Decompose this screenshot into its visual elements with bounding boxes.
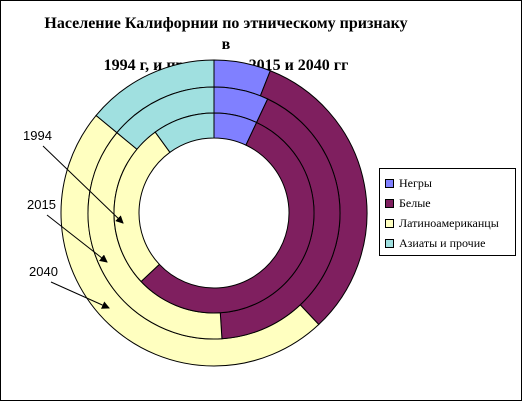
- legend-swatch: [385, 198, 394, 208]
- legend-item: Негры: [385, 173, 515, 193]
- legend-item: Азиаты и прочие: [385, 233, 515, 253]
- chart-title-line-1: Население Калифорнии по этническому приз…: [44, 15, 408, 53]
- legend-item: Латиноамериканцы: [385, 213, 515, 233]
- ring-label-arrow-2040: [50, 281, 110, 309]
- legend: Негры Белые Латиноамериканцы Азиаты и прочи…: [379, 168, 516, 256]
- legend-swatch: [385, 238, 394, 248]
- ring-label-2015: 2015: [27, 197, 56, 212]
- ring-label-2040: 2040: [29, 264, 58, 279]
- legend-swatch: [385, 218, 394, 228]
- legend-label: Азиаты и прочие: [399, 235, 486, 250]
- donut-slice-1994-4: [154, 112, 215, 154]
- donut-slice-1994-2: [140, 121, 315, 314]
- ring-label-arrow-1994: [42, 145, 124, 224]
- legend-label: Латиноамериканцы: [399, 215, 499, 230]
- legend-item: Белые: [385, 193, 515, 213]
- legend-label: Негры: [399, 175, 432, 190]
- legend-label: Белые: [399, 195, 431, 210]
- ring-label-arrow-2015: [46, 214, 108, 263]
- ring-label-1994: 1994: [23, 128, 52, 143]
- legend-swatch: [385, 178, 394, 188]
